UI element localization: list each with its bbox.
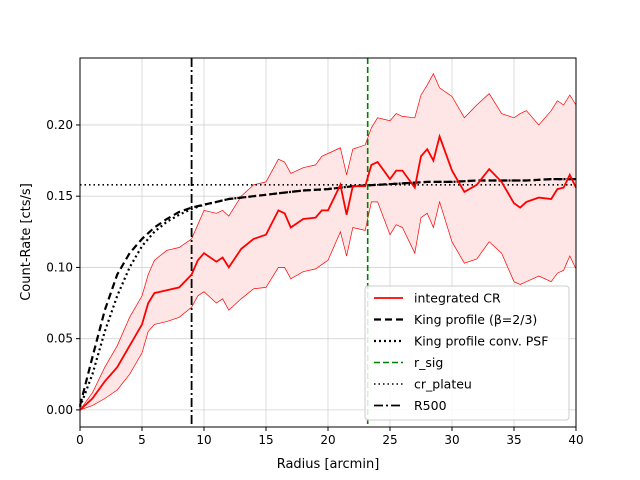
y-tick-label: 0.15 xyxy=(46,189,73,203)
cr-upper-line xyxy=(79,72,577,411)
integrated-cr-line xyxy=(79,133,577,411)
legend-label: R500 xyxy=(414,398,447,413)
x-tick-label: 20 xyxy=(320,433,335,447)
legend-box xyxy=(364,285,570,421)
king-profile-line xyxy=(78,178,576,406)
legend: integrated CR King profile (β=2/3) King pr… xyxy=(364,285,570,421)
x-tick-label: 5 xyxy=(138,433,146,447)
x-tick-label: 10 xyxy=(196,433,211,447)
y-axis-label: Count-Rate [cts/s] xyxy=(19,183,34,301)
y-tick-label: 0.00 xyxy=(46,403,73,417)
x-tick-label: 40 xyxy=(568,433,583,447)
legend-label: integrated CR xyxy=(414,291,501,306)
x-tick-label: 25 xyxy=(382,433,397,447)
tick-layer: 0 5 10 15 20 25 30 35 40 0.00 0.05 0.10 0.15 0.20 xyxy=(46,118,583,447)
y-tick-label: 0.10 xyxy=(46,260,73,274)
legend-label: cr_plateu xyxy=(414,377,472,392)
cr-uncertainty-band xyxy=(79,72,577,411)
x-axis-label: Radius [arcmin] xyxy=(277,457,380,472)
cr-band-fill xyxy=(80,73,576,410)
x-tick-label: 30 xyxy=(444,433,459,447)
legend-label: King profile conv. PSF xyxy=(414,334,548,349)
legend-label: King profile (β=2/3) xyxy=(414,312,537,327)
x-tick-label: 15 xyxy=(258,433,273,447)
legend-label: r_sig xyxy=(414,355,443,370)
y-tick-label: 0.20 xyxy=(46,118,73,132)
y-tick-label: 0.05 xyxy=(46,332,73,346)
x-tick-label: 35 xyxy=(506,433,521,447)
x-tick-label: 0 xyxy=(76,433,84,447)
cr-lower-line xyxy=(79,200,577,411)
plot-frame xyxy=(79,57,577,428)
